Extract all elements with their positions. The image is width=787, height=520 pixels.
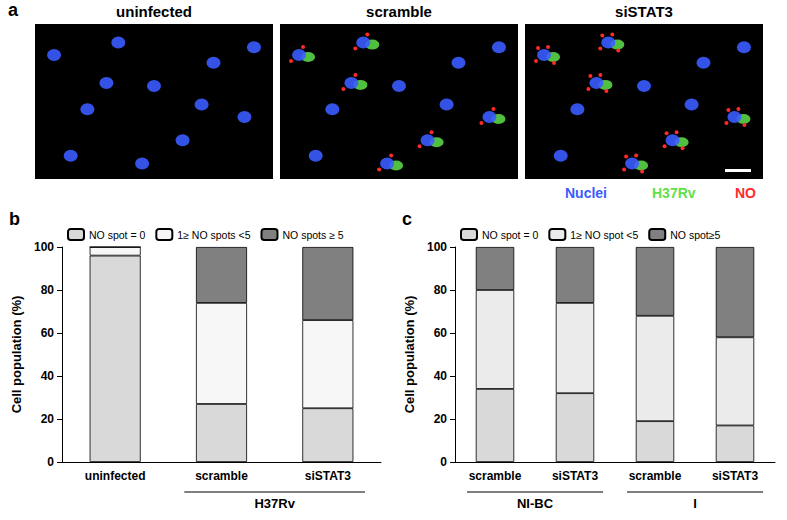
svg-text:siSTAT3: siSTAT3 <box>712 469 759 483</box>
svg-text:I: I <box>693 496 697 511</box>
svg-text:0: 0 <box>47 455 54 469</box>
svg-text:uninfected: uninfected <box>85 469 146 483</box>
svg-text:c: c <box>402 209 412 229</box>
svg-text:b: b <box>9 209 20 229</box>
svg-text:siSTAT3: siSTAT3 <box>615 3 673 20</box>
svg-text:100: 100 <box>34 240 54 254</box>
svg-text:40: 40 <box>41 369 55 383</box>
svg-text:0: 0 <box>440 455 447 469</box>
svg-text:Nuclei: Nuclei <box>565 185 607 201</box>
svg-text:1≥ NO spot <5: 1≥ NO spot <5 <box>570 229 638 241</box>
svg-text:siSTAT3: siSTAT3 <box>552 469 599 483</box>
svg-text:NO spot≥5: NO spot≥5 <box>670 229 720 241</box>
svg-text:1≥ NO spots <5: 1≥ NO spots <5 <box>177 229 250 241</box>
svg-text:scramble: scramble <box>629 469 682 483</box>
svg-text:80: 80 <box>434 283 448 297</box>
svg-text:H37Rv: H37Rv <box>652 185 696 201</box>
svg-text:a: a <box>8 0 19 20</box>
svg-text:scramble: scramble <box>469 469 522 483</box>
svg-text:20: 20 <box>41 412 55 426</box>
svg-text:100: 100 <box>427 240 447 254</box>
svg-text:Cell population (%): Cell population (%) <box>402 296 417 414</box>
svg-text:scramble: scramble <box>366 3 432 20</box>
svg-text:NO spots ≥ 5: NO spots ≥ 5 <box>282 229 343 241</box>
svg-text:scramble: scramble <box>195 469 248 483</box>
svg-text:60: 60 <box>434 326 448 340</box>
svg-text:80: 80 <box>41 283 55 297</box>
svg-text:20: 20 <box>434 412 448 426</box>
svg-text:uninfected: uninfected <box>116 3 192 20</box>
svg-text:NO spot = 0: NO spot = 0 <box>89 229 145 241</box>
svg-text:NO spot = 0: NO spot = 0 <box>482 229 538 241</box>
svg-text:siSTAT3: siSTAT3 <box>305 469 352 483</box>
svg-text:40: 40 <box>434 369 448 383</box>
svg-text:NI-BC: NI-BC <box>517 496 554 511</box>
svg-text:H37Rv: H37Rv <box>254 496 295 511</box>
svg-text:NO: NO <box>735 185 756 201</box>
svg-text:60: 60 <box>41 326 55 340</box>
svg-text:Cell population (%): Cell population (%) <box>9 296 24 414</box>
